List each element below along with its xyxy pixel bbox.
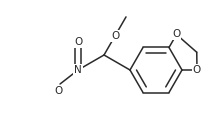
Text: O: O <box>74 37 82 47</box>
Text: N: N <box>74 65 82 75</box>
Text: O: O <box>172 30 181 40</box>
Text: O: O <box>54 86 62 96</box>
Text: O: O <box>111 31 119 41</box>
Text: O: O <box>193 65 201 75</box>
